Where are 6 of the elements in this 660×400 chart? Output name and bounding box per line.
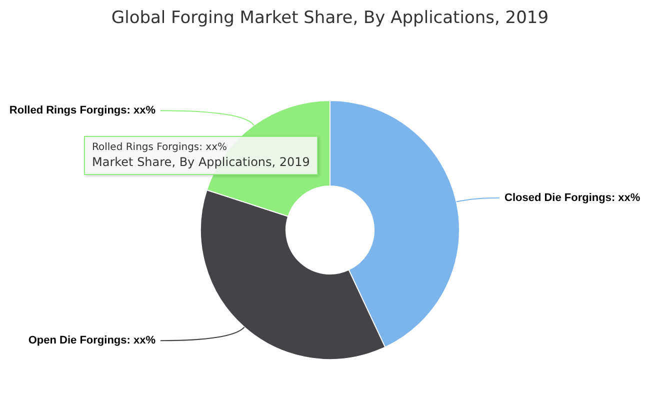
text: Market Share, By Applications, 2019 [92,155,310,169]
text: Rolled Rings Forgings: xx% [92,142,228,153]
slice-label: Closed Die Forgings: xx% [504,192,640,204]
chart-title: Global Forging Market Share, By Applications, 2019 [110,8,550,28]
slice-label: Rolled Rings Forgings: xx% [9,104,156,117]
slice-label: Open Die Forgings: xx% [28,334,156,347]
